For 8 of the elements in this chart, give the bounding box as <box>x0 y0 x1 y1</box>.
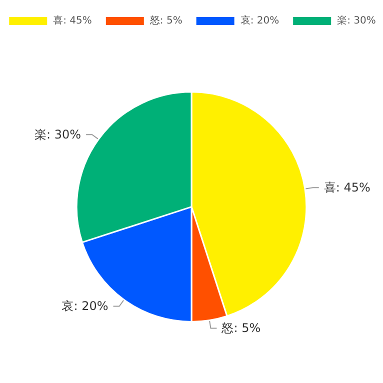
slice-label: 哀: 20% <box>62 299 108 314</box>
legend-label: 楽: 30% <box>337 14 376 26</box>
legend-label: 怒: 5% <box>148 14 182 26</box>
legend-label: 哀: 20% <box>240 14 280 26</box>
legend-label: 喜: 45% <box>53 14 92 26</box>
slice-label: 喜: 45% <box>324 180 370 195</box>
slice-label: 怒: 5% <box>220 321 261 336</box>
slice-label: 楽: 30% <box>34 128 82 142</box>
